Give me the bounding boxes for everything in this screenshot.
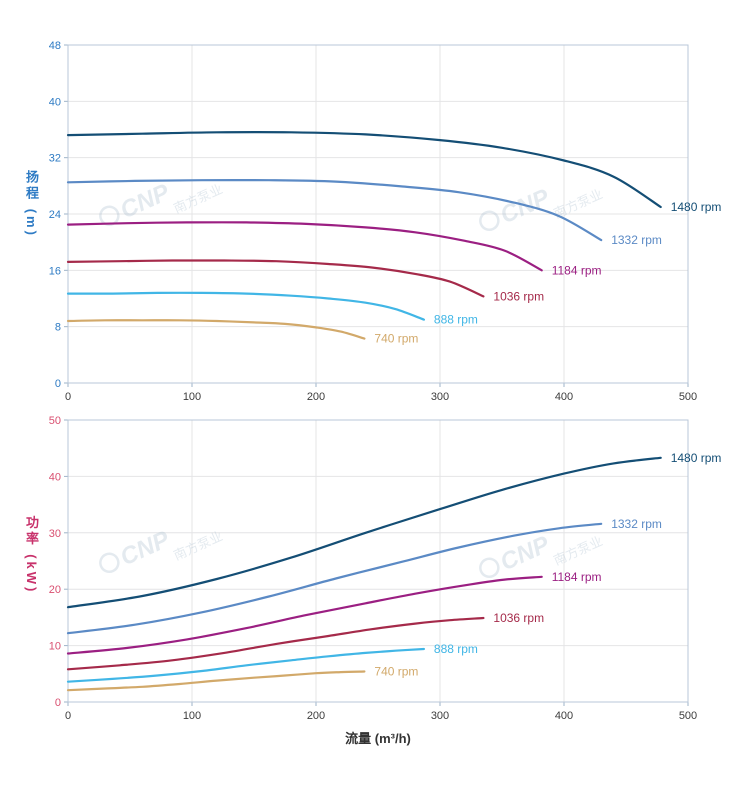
y-tick-label: 20 (49, 584, 61, 596)
y-tick-label: 30 (49, 528, 61, 540)
x-tick-label: 100 (183, 710, 201, 722)
curve-888-rpm (66, 291, 425, 321)
curve-label-1480-rpm: 1480 rpm (671, 200, 722, 214)
curve-label-1036-rpm: 1036 rpm (493, 289, 544, 303)
curve-label-1332-rpm: 1332 rpm (611, 517, 662, 531)
svg-text:CNP: CNP (116, 179, 174, 225)
y-tick-label: 16 (49, 265, 61, 277)
x-tick-label: 100 (183, 391, 201, 403)
y-tick-label: 40 (49, 96, 61, 108)
curve-label-1184-rpm: 1184 rpm (552, 263, 602, 277)
x-tick-label: 500 (679, 391, 697, 403)
curve-1332-rpm (66, 178, 603, 242)
x-tick-label: 0 (65, 391, 71, 403)
x-tick-label: 200 (307, 710, 325, 722)
power-axis-label: 功率 (kW) (24, 515, 39, 595)
svg-text:南方泵业: 南方泵业 (551, 533, 605, 568)
curve-1480-rpm (66, 456, 662, 609)
y-tick-label: 40 (49, 471, 61, 483)
y-tick-label: 32 (49, 153, 61, 165)
curve-1036-rpm (66, 259, 485, 298)
curve-888-rpm (66, 647, 425, 683)
curve-1036-rpm (66, 616, 485, 671)
plot-border (67, 44, 689, 384)
y-tick-label: 48 (49, 40, 61, 52)
x-tick-label: 500 (679, 710, 697, 722)
x-tick-label: 200 (307, 391, 325, 403)
svg-text:南方泵业: 南方泵业 (171, 528, 225, 563)
curve-label-888-rpm: 888 rpm (434, 313, 478, 327)
curve-label-1036-rpm: 1036 rpm (493, 611, 544, 625)
x-tick-label: 300 (431, 710, 449, 722)
x-tick-label: 0 (65, 710, 71, 722)
y-tick-label: 24 (49, 209, 61, 221)
curve-label-1480-rpm: 1480 rpm (671, 451, 722, 465)
curve-1480-rpm (66, 131, 662, 209)
curve-label-740-rpm: 740 rpm (374, 332, 418, 346)
curve-label-1332-rpm: 1332 rpm (611, 233, 662, 247)
curve-1332-rpm (66, 522, 603, 635)
y-tick-label: 10 (49, 641, 61, 653)
curve-1184-rpm (66, 221, 543, 272)
flow-axis-label: 流量 (m³/h) (345, 731, 411, 746)
curve-label-888-rpm: 888 rpm (434, 642, 478, 656)
y-tick-label: 50 (49, 415, 61, 427)
svg-text:南方泵业: 南方泵业 (171, 181, 225, 216)
y-tick-label: 0 (55, 378, 61, 390)
plot-border (67, 419, 689, 703)
curve-1184-rpm (66, 575, 543, 655)
head-axis-label: 扬程 (m) (24, 170, 39, 238)
x-tick-label: 400 (555, 710, 573, 722)
x-tick-label: 300 (431, 391, 449, 403)
x-tick-label: 400 (555, 391, 573, 403)
curve-label-1184-rpm: 1184 rpm (552, 570, 602, 584)
y-tick-label: 0 (55, 697, 61, 709)
y-tick-label: 8 (55, 322, 61, 334)
curve-740-rpm (66, 319, 366, 340)
curve-label-740-rpm: 740 rpm (374, 665, 418, 679)
curve-740-rpm (66, 670, 366, 692)
